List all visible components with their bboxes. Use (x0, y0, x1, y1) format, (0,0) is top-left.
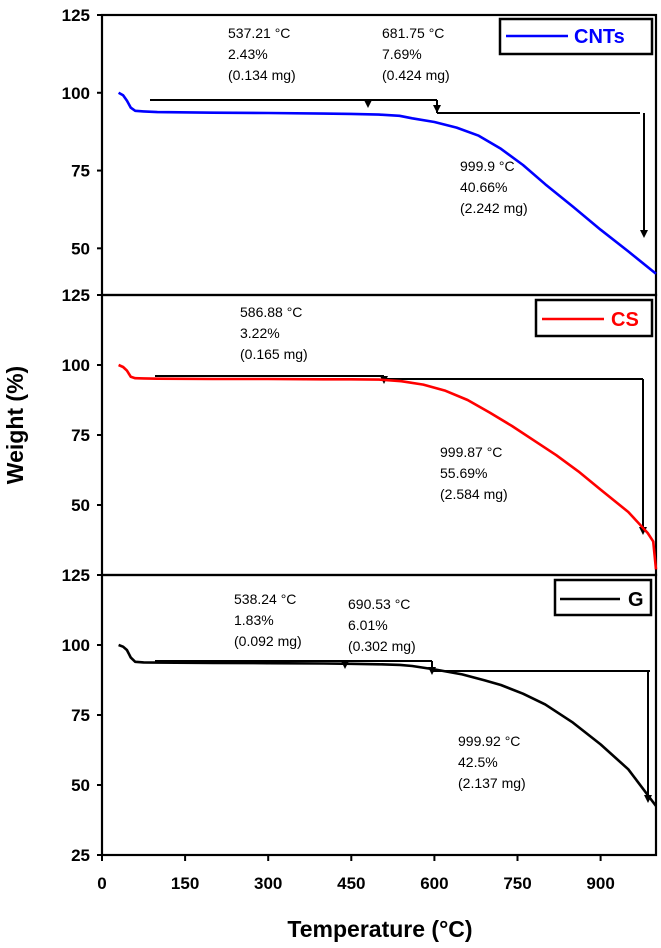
annotation: 537.21 °C 2.43% (0.134 mg) (228, 25, 296, 83)
x-tick-label: 900 (586, 874, 614, 893)
y-tick-label: 50 (71, 776, 90, 795)
annotation: 586.88 °C 3.22% (0.165 mg) (240, 304, 308, 362)
panel-cs: 125 100 75 50 586.88 °C 3.22% (0.165 mg) 999.87… (62, 286, 658, 577)
legend-box (553, 578, 653, 617)
legend-label: CS (611, 309, 639, 331)
y-tick-label: 125 (62, 566, 90, 585)
y-tick-label: 100 (62, 636, 90, 655)
y-tick-label: 50 (71, 496, 90, 515)
plot-frame (100, 13, 658, 297)
x-tick-label: 600 (420, 874, 448, 893)
y-tick-label: 50 (71, 239, 90, 258)
legend-label: G (628, 589, 644, 611)
x-tick-label: 150 (171, 874, 199, 893)
y-tick-label: 75 (71, 706, 90, 725)
y-tick-label: 75 (71, 162, 90, 181)
annotation: 538.24 °C 1.83% (0.092 mg) (234, 591, 302, 649)
y-tick-label: 100 (62, 84, 90, 103)
x-tick-label: 750 (503, 874, 531, 893)
y-tick-label: 75 (71, 426, 90, 445)
x-tick-label: 0 (97, 874, 106, 893)
x-tick-label: 300 (254, 874, 282, 893)
y-tick-label: 125 (62, 6, 90, 25)
legend: CS (534, 298, 654, 338)
panel-g: 125 100 75 50 25 538.24 °C 1.83% (0.092 mg) 690.… (62, 566, 658, 865)
annotation: 690.53 °C 6.01% (0.302 mg) (348, 596, 416, 654)
y-axis-title: Weight (%) (2, 366, 28, 484)
series-line-cnts (117, 91, 657, 275)
marker-arrow (433, 105, 441, 113)
step-markers (150, 99, 648, 238)
legend: CNTs (498, 17, 654, 56)
panel-cnts: 125 100 75 50 537.21 °C 2.43% (0.134 mg) 681.75… (62, 6, 658, 297)
step-markers (155, 375, 647, 535)
series-line-cs (118, 363, 658, 570)
legend: G (553, 578, 653, 617)
x-tick-label: 450 (337, 874, 365, 893)
x-axis-title: Temperature (°C) (287, 916, 472, 942)
marker-arrow (364, 100, 372, 108)
annotation: 999.92 °C 42.5% (2.137 mg) (458, 733, 526, 791)
legend-box (498, 17, 654, 56)
y-tick-label: 125 (62, 286, 90, 305)
annotation: 999.9 °C 40.66% (2.242 mg) (460, 158, 528, 216)
legend-label: CNTs (574, 26, 625, 48)
x-axis: 0 150 300 450 600 750 900 (97, 855, 615, 893)
series-line-g (118, 643, 658, 807)
y-tick-label: 25 (71, 846, 90, 865)
marker-arrow (640, 230, 648, 238)
annotation: 681.75 °C 7.69% (0.424 mg) (382, 25, 450, 83)
step-markers (155, 660, 652, 803)
annotation: 999.87 °C 55.69% (2.584 mg) (440, 444, 508, 502)
y-tick-label: 100 (62, 356, 90, 375)
